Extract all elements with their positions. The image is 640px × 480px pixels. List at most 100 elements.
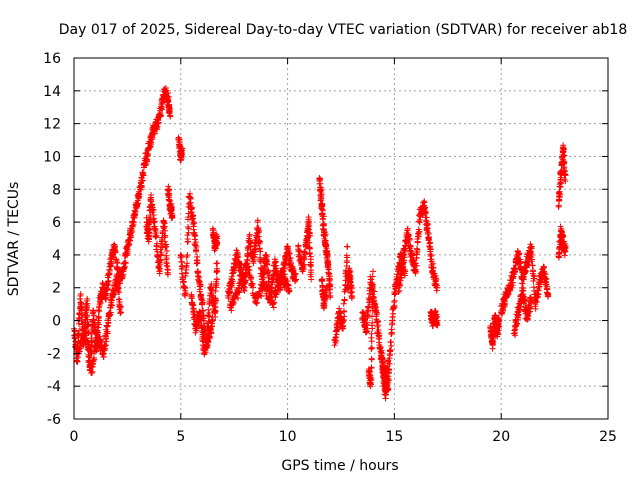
data-point-interp bbox=[284, 281, 291, 288]
data-point-interp bbox=[184, 252, 191, 259]
y-tick-label: 8 bbox=[52, 182, 61, 198]
data-point-interp bbox=[412, 266, 419, 273]
data-point-interp bbox=[90, 316, 97, 323]
data-point-interp bbox=[257, 292, 264, 299]
data-point-interp bbox=[332, 333, 339, 340]
data-point-interp bbox=[320, 213, 327, 220]
data-point-interp bbox=[362, 329, 369, 336]
data-point bbox=[344, 243, 351, 250]
data-point-interp bbox=[184, 260, 191, 267]
data-point-interp bbox=[109, 302, 116, 309]
data-point-interp bbox=[558, 225, 565, 232]
data-point-interp bbox=[229, 278, 236, 285]
data-point-interp bbox=[520, 287, 527, 294]
data-point-interp bbox=[144, 157, 151, 164]
data-point-interp bbox=[340, 300, 347, 307]
data-point-interp bbox=[512, 332, 519, 339]
data-point-interp bbox=[191, 220, 198, 227]
data-point-interp bbox=[214, 276, 221, 283]
data-point-interp bbox=[319, 216, 326, 223]
data-point-interp bbox=[511, 327, 518, 334]
data-point-interp bbox=[517, 259, 524, 266]
data-point-interp bbox=[396, 282, 403, 289]
data-point bbox=[562, 178, 569, 185]
data-point-interp bbox=[265, 268, 272, 275]
data-point-interp bbox=[369, 325, 376, 332]
data-point-interp bbox=[182, 289, 189, 296]
data-point bbox=[293, 276, 300, 283]
data-point-interp bbox=[208, 323, 215, 330]
data-point-interp bbox=[274, 279, 281, 286]
data-point-interp bbox=[383, 388, 390, 395]
data-point-interp bbox=[395, 288, 402, 295]
data-point-interp bbox=[307, 261, 314, 268]
data-point-interp bbox=[264, 261, 271, 268]
data-point-interp bbox=[151, 218, 158, 225]
data-point-interp bbox=[185, 225, 192, 232]
data-point-interp bbox=[178, 146, 185, 153]
data-point-interp bbox=[365, 304, 372, 311]
data-point-interp bbox=[155, 119, 162, 126]
data-point-interp bbox=[286, 249, 293, 256]
data-point-interp bbox=[225, 294, 232, 301]
data-point-interp bbox=[399, 261, 406, 268]
data-point-interp bbox=[369, 281, 376, 288]
data-point-interp bbox=[124, 246, 131, 253]
data-point-interp bbox=[527, 305, 534, 312]
data-point-interp bbox=[387, 347, 394, 354]
y-tick-label: 10 bbox=[43, 149, 61, 165]
data-point-interp bbox=[524, 261, 531, 268]
data-point-interp bbox=[530, 272, 537, 279]
data-point-interp bbox=[250, 254, 257, 261]
data-point-interp bbox=[100, 353, 107, 360]
data-point-interp bbox=[157, 265, 164, 272]
data-point-interp bbox=[290, 267, 297, 274]
y-tick-label: 2 bbox=[52, 281, 61, 297]
data-point-interp bbox=[324, 248, 331, 255]
data-point-interp bbox=[78, 318, 85, 325]
data-point bbox=[250, 260, 257, 267]
data-point-interp bbox=[88, 328, 95, 335]
x-tick-label: 25 bbox=[599, 429, 617, 445]
data-point-interp bbox=[398, 268, 405, 275]
data-point-interp bbox=[105, 277, 112, 284]
data-point-interp bbox=[348, 289, 355, 296]
data-point-interp bbox=[286, 250, 293, 257]
data-point-interp bbox=[144, 150, 151, 157]
y-tick-label: 0 bbox=[52, 314, 61, 330]
data-point-interp bbox=[279, 269, 286, 276]
data-point-interp bbox=[560, 146, 567, 153]
data-point-interp bbox=[430, 264, 437, 271]
data-point-interp bbox=[489, 345, 496, 352]
data-point-interp bbox=[396, 287, 403, 294]
data-point-interp bbox=[333, 331, 340, 338]
data-point-interp bbox=[558, 180, 565, 187]
data-point-interp bbox=[206, 309, 213, 316]
data-point-interp bbox=[102, 342, 109, 349]
data-point-interp bbox=[301, 262, 308, 269]
data-point-interp bbox=[530, 284, 537, 291]
data-point-interp bbox=[556, 183, 563, 190]
data-point-interp bbox=[117, 303, 124, 310]
data-point-interp bbox=[428, 252, 435, 259]
data-point-interp bbox=[183, 264, 190, 271]
y-axis-label: SDTVAR / TECUs bbox=[6, 182, 22, 297]
data-point-interp bbox=[256, 237, 263, 244]
data-point-interp bbox=[562, 243, 569, 250]
data-point-interp bbox=[528, 245, 535, 252]
data-point-interp bbox=[368, 355, 375, 362]
data-point-interp bbox=[116, 296, 123, 303]
data-point-interp bbox=[368, 330, 375, 337]
data-point bbox=[286, 288, 293, 295]
data-point-interp bbox=[136, 191, 143, 198]
data-point-interp bbox=[369, 319, 376, 326]
data-point-interp bbox=[234, 295, 241, 302]
data-point-interp bbox=[389, 329, 396, 336]
data-point-interp bbox=[520, 293, 527, 300]
y-tick-label: -4 bbox=[47, 379, 61, 395]
data-point-interp bbox=[515, 251, 522, 258]
data-point-interp bbox=[562, 171, 569, 178]
data-point-interp bbox=[246, 266, 253, 273]
data-point-interp bbox=[273, 291, 280, 298]
data-point-interp bbox=[162, 244, 169, 251]
